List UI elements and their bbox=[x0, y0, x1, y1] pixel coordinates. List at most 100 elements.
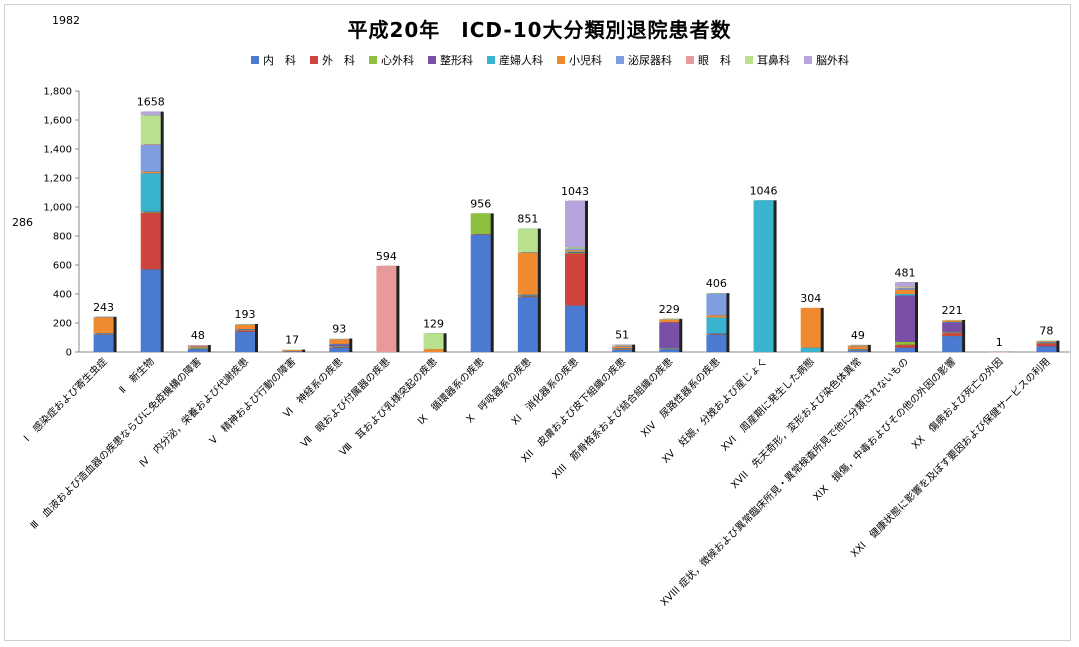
bar-segment bbox=[847, 349, 868, 351]
bar-segment bbox=[93, 334, 114, 335]
bar-segment bbox=[942, 322, 963, 333]
bar-segment bbox=[329, 339, 350, 340]
bar-segment bbox=[612, 349, 633, 350]
legend-label: 小児科 bbox=[569, 54, 602, 67]
bar-segment bbox=[1036, 342, 1057, 343]
x-category-label: Ⅱ 新生物 bbox=[116, 355, 157, 396]
bar-segment bbox=[895, 287, 915, 289]
x-category-label: XIV 尿路性器系の疾患 bbox=[638, 355, 723, 440]
bar-segment bbox=[235, 324, 255, 325]
data-label: 49 bbox=[851, 329, 865, 342]
legend-item: 外 科 bbox=[310, 52, 355, 68]
bar-segment bbox=[187, 347, 208, 349]
data-label: 48 bbox=[191, 329, 205, 342]
bar-segment bbox=[612, 349, 633, 352]
bar-segment bbox=[329, 339, 350, 344]
y-tick-label: 0 bbox=[66, 348, 72, 359]
bar-segment bbox=[1036, 340, 1057, 342]
bar-segment bbox=[895, 347, 915, 352]
bar-segment bbox=[659, 322, 680, 349]
data-label: 956 bbox=[470, 197, 491, 210]
bar-segment bbox=[187, 345, 208, 346]
chart-frame bbox=[4, 4, 1071, 641]
x-category-label: Ⅷ 耳および乳様突起の疾患 bbox=[336, 355, 439, 458]
bar-segment bbox=[235, 324, 255, 325]
legend-label: 脳外科 bbox=[816, 54, 849, 67]
bar-segment bbox=[942, 321, 963, 323]
bar-segment bbox=[847, 345, 868, 346]
legend-label: 眼 科 bbox=[698, 54, 731, 67]
bar-segment bbox=[517, 295, 538, 297]
bar-segment bbox=[235, 331, 255, 352]
bar-segment bbox=[423, 349, 444, 352]
top-left-note: 1982 bbox=[52, 14, 80, 27]
bar-segment bbox=[565, 305, 585, 352]
bar-segment bbox=[565, 252, 585, 253]
bar-segment bbox=[140, 115, 161, 145]
bar-segment bbox=[612, 345, 633, 346]
legend-swatch bbox=[557, 56, 565, 64]
bar-segment bbox=[517, 252, 538, 295]
x-category-label: Ⅲ 血液および造血器の疾患ならびに免疫機構の障害 bbox=[27, 355, 204, 532]
bar-segment bbox=[187, 345, 208, 346]
y-tick-label: 1,000 bbox=[43, 203, 72, 214]
left-note: 286 bbox=[12, 216, 33, 229]
bar-segment bbox=[942, 333, 963, 337]
bar-segment bbox=[1036, 341, 1057, 343]
bar-segment bbox=[140, 211, 161, 213]
data-label: 304 bbox=[800, 292, 821, 305]
data-label: 93 bbox=[332, 323, 346, 336]
legend-label: 内 科 bbox=[263, 54, 296, 67]
bar-segment bbox=[847, 350, 868, 351]
y-tick-label: 200 bbox=[53, 319, 72, 330]
bar-segment bbox=[989, 351, 1010, 353]
bar-segment bbox=[659, 349, 680, 352]
legend-label: 外 科 bbox=[322, 54, 355, 67]
legend-swatch bbox=[310, 56, 318, 64]
bar-segment bbox=[800, 347, 821, 352]
legend-item: 内 科 bbox=[251, 52, 296, 68]
bar-segment bbox=[612, 348, 633, 350]
bar-segment bbox=[659, 348, 680, 350]
bar-segment bbox=[895, 294, 915, 296]
bar-segment bbox=[517, 228, 538, 253]
bar-segment bbox=[140, 144, 161, 172]
data-label: 1658 bbox=[137, 96, 165, 109]
bar-segment bbox=[140, 111, 161, 116]
bar-segment bbox=[612, 345, 633, 347]
bar-segment bbox=[565, 248, 585, 251]
bar-segment bbox=[1036, 342, 1057, 344]
data-label: 229 bbox=[659, 303, 680, 316]
bar-segment bbox=[706, 293, 727, 316]
bar-segment bbox=[187, 348, 208, 349]
data-label: 1043 bbox=[561, 185, 589, 198]
bar-segment bbox=[942, 319, 963, 321]
legend-item: 心外科 bbox=[369, 52, 414, 68]
bar-segment bbox=[329, 343, 350, 345]
legend-item: 産婦人科 bbox=[487, 52, 543, 68]
bar-segment bbox=[753, 200, 774, 352]
bar-segment bbox=[517, 252, 538, 253]
bar-segment bbox=[895, 344, 915, 348]
bar-segment bbox=[565, 250, 585, 252]
legend-label: 心外科 bbox=[381, 54, 414, 67]
bar-segment bbox=[942, 336, 963, 352]
bar-segment bbox=[1036, 343, 1057, 347]
legend-item: 眼 科 bbox=[686, 52, 731, 68]
chart-legend: 内 科 外 科 心外科 整形科 産婦人科 小児科 泌尿器科 眼 科 耳鼻科 脳外科 bbox=[240, 52, 860, 68]
bar-segment bbox=[659, 318, 680, 320]
bar-segment bbox=[895, 282, 915, 287]
bar-segment bbox=[800, 307, 821, 348]
bar-segment bbox=[93, 334, 114, 352]
y-tick-label: 600 bbox=[53, 261, 72, 272]
bar-segment bbox=[565, 247, 585, 249]
bar-segment bbox=[93, 333, 114, 335]
data-label: 17 bbox=[285, 334, 299, 347]
bar-segment bbox=[140, 173, 161, 212]
bar-segment bbox=[895, 288, 915, 290]
legend-swatch bbox=[745, 56, 753, 64]
legend-label: 整形科 bbox=[440, 54, 473, 67]
bar-segment bbox=[612, 349, 633, 350]
bar-segment bbox=[329, 347, 350, 348]
